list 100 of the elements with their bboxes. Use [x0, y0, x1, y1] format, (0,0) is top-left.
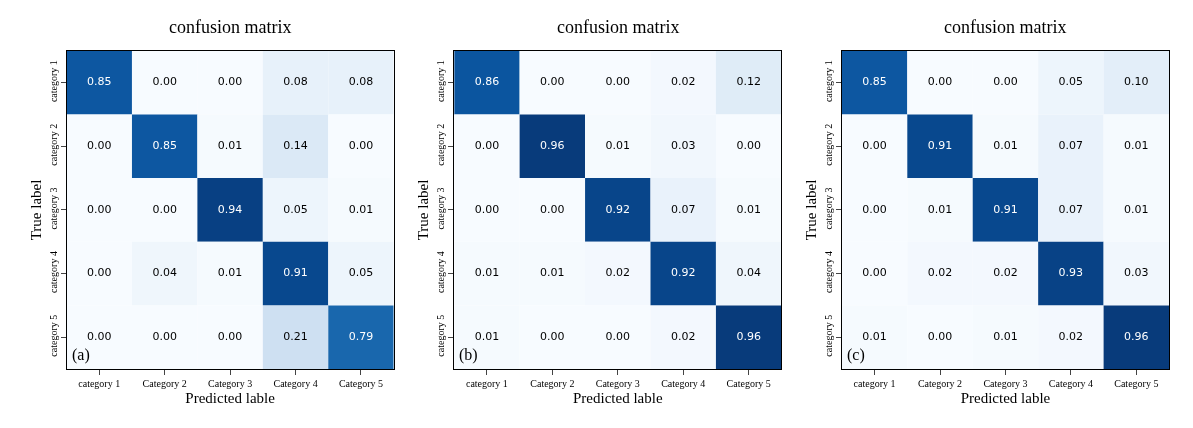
data-label: 0.00	[152, 202, 177, 216]
x-axis-title: Predicted lable	[573, 390, 663, 407]
x-tick-label: category 1	[853, 378, 896, 390]
y-tick-label: category 4	[47, 251, 59, 294]
x-tick-label: Category 4	[273, 378, 318, 390]
data-label: 0.00	[217, 329, 243, 343]
y-tick-label: category 1	[822, 60, 834, 103]
y-tick-label: category 2	[47, 123, 59, 166]
data-label: 0.92	[605, 202, 631, 216]
data-label: 0.85	[152, 139, 177, 153]
data-label: 0.10	[1124, 75, 1149, 89]
data-label: 0.01	[1124, 202, 1149, 216]
y-tick-label: category 3	[47, 187, 59, 230]
y-tick-label: category 5	[47, 314, 59, 357]
chart-title: confusion matrix	[944, 17, 1067, 37]
chart-title: confusion matrix	[169, 17, 292, 37]
data-label: 0.05	[283, 202, 308, 216]
data-label: 0.93	[1058, 266, 1084, 280]
data-label: 0.00	[862, 266, 887, 280]
data-label: 0.00	[540, 329, 565, 343]
x-tick-label: Category 5	[1114, 378, 1159, 390]
data-label: 0.01	[927, 202, 953, 216]
data-label: 0.00	[474, 202, 500, 216]
data-label: 0.01	[993, 139, 1018, 153]
data-label: 0.96	[736, 329, 761, 343]
y-axis-title: True label	[27, 179, 44, 241]
data-label: 0.00	[86, 329, 112, 343]
data-label: 0.00	[540, 202, 565, 216]
data-label: 0.01	[1124, 139, 1149, 153]
data-label: 0.02	[1058, 329, 1084, 343]
x-tick-label: category 1	[465, 378, 508, 390]
y-tick-label: category 1	[47, 60, 59, 103]
x-tick-label: Category 2	[530, 378, 575, 390]
data-label: 0.02	[605, 266, 631, 280]
data-label: 0.85	[862, 75, 887, 89]
data-label: 0.00	[540, 75, 565, 89]
data-label: 0.04	[152, 266, 177, 280]
data-label: 0.01	[348, 202, 374, 216]
data-label: 0.00	[474, 139, 500, 153]
data-label: 0.00	[993, 75, 1018, 89]
data-label: 0.04	[736, 266, 761, 280]
data-label: 0.03	[670, 139, 696, 153]
chart-title: confusion matrix	[557, 17, 680, 37]
y-axis-title: True label	[803, 179, 820, 241]
data-label: 0.08	[348, 75, 374, 89]
data-label: 0.01	[736, 202, 761, 216]
y-tick-label: category 4	[435, 251, 447, 294]
data-label: 0.94	[217, 202, 243, 216]
y-tick-label: category 3	[822, 187, 834, 230]
data-label: 0.01	[217, 139, 243, 153]
data-label: 0.92	[670, 266, 696, 280]
data-label: 0.79	[348, 329, 374, 343]
annotation: (b)	[459, 346, 478, 364]
y-tick-label: category 3	[435, 187, 447, 230]
y-tick-label: category 2	[435, 123, 447, 166]
y-tick-label: category 4	[822, 251, 834, 294]
data-label: 0.02	[993, 266, 1018, 280]
data-label: 0.00	[152, 75, 177, 89]
data-label: 0.01	[540, 266, 565, 280]
data-label: 0.91	[993, 202, 1018, 216]
data-label: 0.05	[348, 266, 374, 280]
data-label: 0.01	[474, 329, 500, 343]
data-label: 0.00	[862, 139, 887, 153]
x-tick-label: Category 3	[208, 378, 253, 390]
data-label: 0.96	[540, 139, 565, 153]
data-label: 0.91	[283, 266, 308, 280]
x-tick-label: Category 4	[1048, 378, 1093, 390]
x-tick-label: Category 5	[338, 378, 384, 390]
x-axis-title: Predicted lable	[185, 390, 276, 407]
data-label: 0.01	[605, 139, 631, 153]
x-tick-label: Category 3	[983, 378, 1028, 390]
data-label: 0.00	[736, 139, 761, 153]
x-axis-title: Predicted lable	[960, 390, 1051, 407]
data-label: 0.00	[86, 202, 112, 216]
data-label: 0.12	[736, 75, 761, 89]
data-label: 0.86	[474, 75, 500, 89]
y-tick-label: category 5	[435, 314, 447, 357]
data-label: 0.85	[86, 75, 112, 89]
data-label: 0.00	[862, 202, 887, 216]
data-label: 0.91	[927, 139, 953, 153]
data-label: 0.07	[1058, 139, 1084, 153]
x-tick-label: Category 3	[595, 378, 640, 390]
data-label: 0.01	[862, 329, 887, 343]
data-label: 0.07	[670, 202, 696, 216]
data-label: 0.00	[217, 75, 243, 89]
data-label: 0.05	[1058, 75, 1084, 89]
data-label: 0.00	[86, 266, 112, 280]
y-tick-label: category 5	[822, 314, 834, 357]
data-label: 0.00	[605, 75, 631, 89]
x-tick-label: Category 5	[726, 378, 771, 390]
data-label: 0.00	[927, 329, 953, 343]
data-label: 0.00	[86, 139, 112, 153]
annotation: (a)	[72, 346, 90, 364]
data-label: 0.96	[1124, 329, 1149, 343]
data-label: 0.02	[670, 75, 696, 89]
data-label: 0.01	[217, 266, 243, 280]
data-label: 0.00	[927, 75, 953, 89]
data-label: 0.00	[605, 329, 631, 343]
x-tick-label: Category 2	[142, 378, 187, 390]
data-label: 0.00	[348, 139, 374, 153]
